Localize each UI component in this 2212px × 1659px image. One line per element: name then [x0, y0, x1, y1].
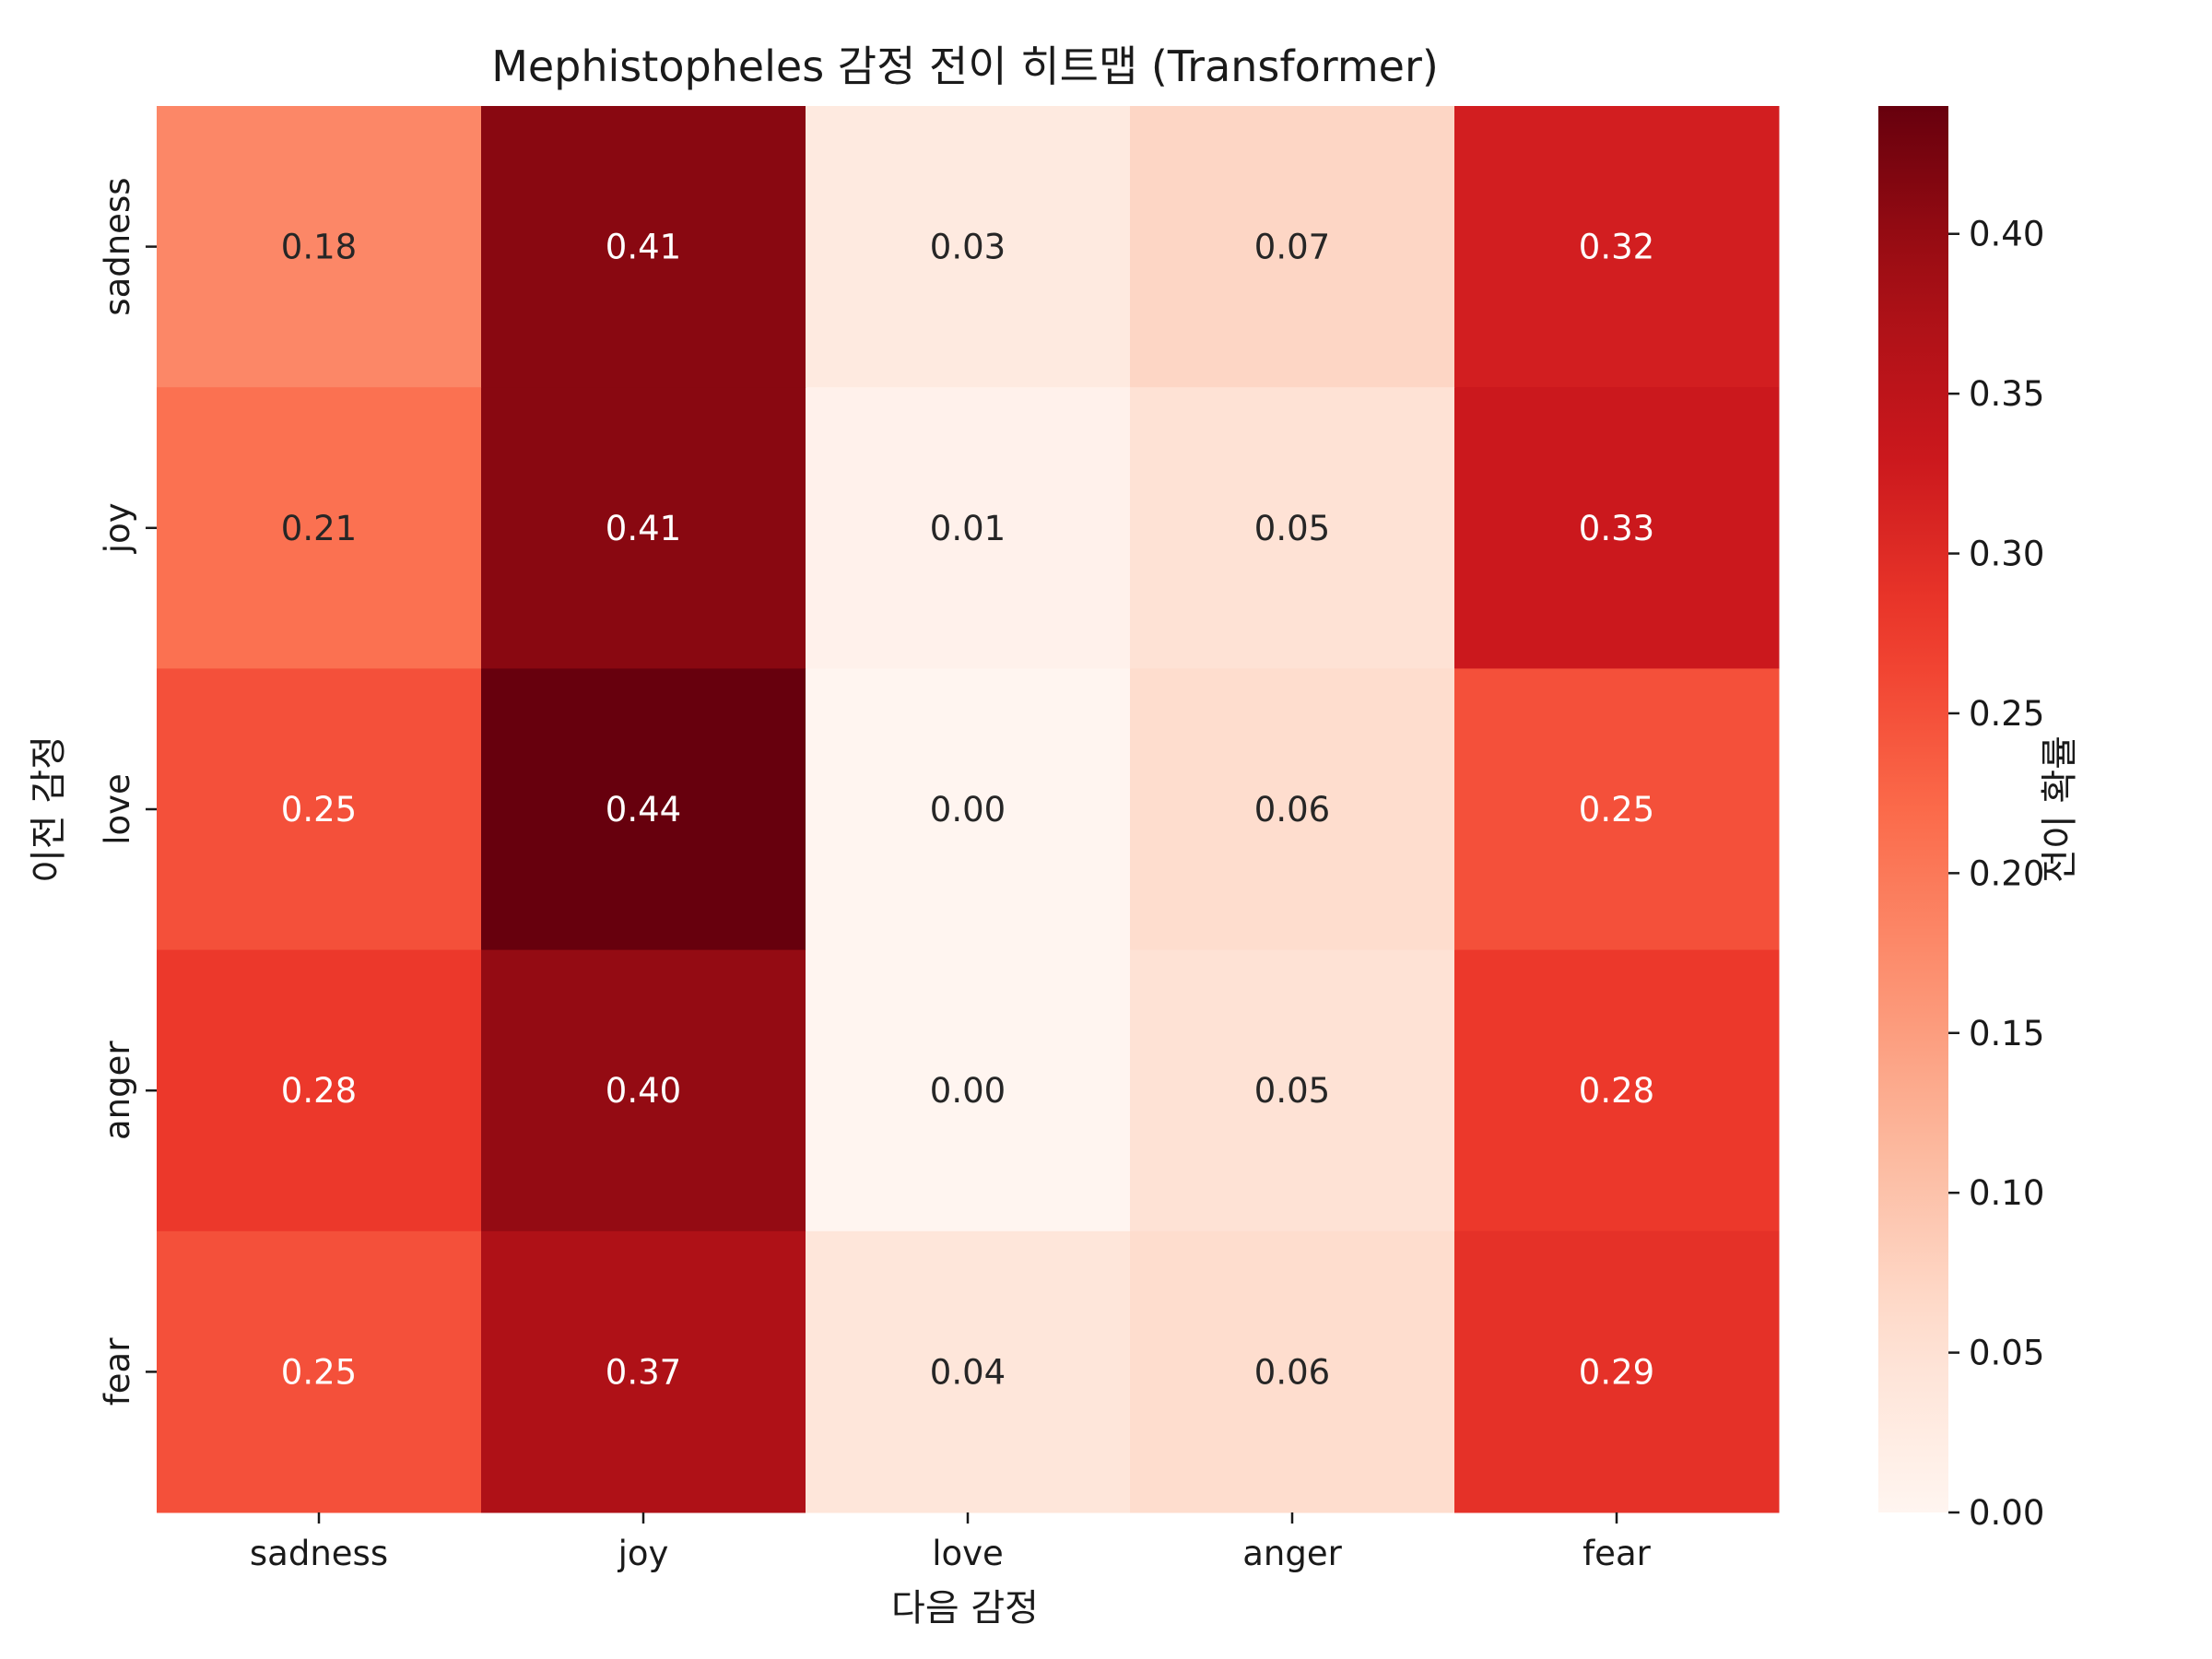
heatmap-cell — [157, 1230, 482, 1513]
cell-value-label: 0.00 — [930, 790, 1006, 830]
cell-value-label: 0.37 — [606, 1352, 681, 1392]
heatmap-cell — [481, 949, 806, 1232]
colorbar-tick-label: 0.10 — [1969, 1173, 2044, 1213]
x-tick-label: joy — [618, 1534, 669, 1573]
chart-title: Mephistopheles 감정 전이 히트맵 (Transformer) — [491, 41, 1439, 91]
cell-value-label: 0.21 — [281, 509, 357, 548]
cell-value-label: 0.29 — [1579, 1352, 1654, 1392]
colorbar-tick-label: 0.35 — [1969, 374, 2044, 414]
heatmap-cell — [481, 106, 806, 388]
cell-value-label: 0.06 — [1254, 790, 1330, 830]
x-tick-label: fear — [1583, 1534, 1651, 1573]
heatmap-cell — [1130, 387, 1455, 669]
heatmap-cell — [806, 668, 1131, 951]
heatmap-cell — [806, 106, 1131, 388]
heatmap-cell — [1130, 668, 1455, 951]
cell-value-label: 0.05 — [1254, 509, 1330, 548]
cell-value-label: 0.28 — [281, 1071, 357, 1111]
cell-value-label: 0.04 — [930, 1352, 1006, 1392]
heatmap-value-labels: 0.18 0.41 0.03 0.07 0.32 0.21 0.41 0.01 0.05 0.33… — [281, 228, 1654, 1393]
heatmap-cell — [806, 949, 1131, 1232]
cell-value-label: 0.25 — [281, 790, 357, 830]
colorbar-tick-label: 0.30 — [1969, 535, 2044, 574]
heatmap-cells — [157, 106, 1780, 1513]
cell-value-label: 0.32 — [1579, 228, 1654, 267]
x-tick-label: sadness — [250, 1534, 388, 1573]
heatmap-cell — [1454, 106, 1780, 388]
cell-value-label: 0.05 — [1254, 1071, 1330, 1111]
heatmap-cell — [481, 668, 806, 951]
cell-value-label: 0.03 — [930, 228, 1006, 267]
cell-value-label: 0.33 — [1579, 509, 1654, 548]
colorbar-tick-label: 0.00 — [1969, 1493, 2044, 1533]
x-tick-label: anger — [1242, 1534, 1342, 1573]
heatmap-cell — [157, 387, 482, 669]
cell-value-label: 0.06 — [1254, 1352, 1330, 1392]
heatmap-cell — [1454, 668, 1780, 951]
colorbar-tick-label: 0.15 — [1969, 1014, 2044, 1053]
heatmap-cell — [1130, 106, 1455, 388]
cell-value-label: 0.41 — [606, 228, 681, 267]
cell-value-label: 0.44 — [606, 790, 681, 830]
y-tick-label: sadness — [98, 177, 137, 315]
y-tick-label: joy — [98, 502, 137, 554]
cell-value-label: 0.07 — [1254, 228, 1330, 267]
colorbar-tick-label: 0.20 — [1969, 853, 2044, 893]
cell-value-label: 0.01 — [930, 509, 1006, 548]
colorbar-tick-label: 0.40 — [1969, 215, 2044, 254]
heatmap-cell — [1130, 949, 1455, 1232]
colorbar: 0.00 0.05 0.10 0.15 0.20 0.25 0.30 0.35 0.40 — [1878, 106, 2044, 1533]
heatmap-cell — [1130, 1230, 1455, 1513]
heatmap-cell — [1454, 949, 1780, 1232]
heatmap-cell — [481, 1230, 806, 1513]
x-axis: sadness joy love anger fear — [250, 1512, 1652, 1573]
cell-value-label: 0.00 — [930, 1071, 1006, 1111]
x-axis-label: 다음 감정 — [891, 1587, 1039, 1630]
y-axis: sadness joy love anger fear — [98, 177, 157, 1406]
y-tick-label: fear — [98, 1337, 137, 1406]
heatmap-cell — [1454, 1230, 1780, 1513]
heatmap-cell — [157, 668, 482, 951]
cell-value-label: 0.25 — [281, 1352, 357, 1392]
cell-value-label: 0.40 — [606, 1071, 681, 1111]
cell-value-label: 0.28 — [1579, 1071, 1654, 1111]
heatmap-cell — [806, 387, 1131, 669]
colorbar-label: 전이 확률 — [2039, 735, 2081, 883]
colorbar-gradient — [1878, 106, 1948, 1512]
colorbar-tick-label: 0.05 — [1969, 1334, 2044, 1373]
x-tick-label: love — [932, 1534, 1004, 1573]
y-tick-label: anger — [98, 1041, 137, 1140]
heatmap-cell — [481, 387, 806, 669]
heatmap-cell — [1454, 387, 1780, 669]
y-tick-label: love — [98, 773, 137, 845]
y-axis-label: 이전 감정 — [28, 735, 70, 883]
heatmap-cell — [157, 106, 482, 388]
colorbar-tick-label: 0.25 — [1969, 694, 2044, 734]
cell-value-label: 0.41 — [606, 509, 681, 548]
heatmap-cell — [157, 949, 482, 1232]
cell-value-label: 0.25 — [1579, 790, 1654, 830]
heatmap-cell — [806, 1230, 1131, 1513]
cell-value-label: 0.18 — [281, 228, 357, 267]
